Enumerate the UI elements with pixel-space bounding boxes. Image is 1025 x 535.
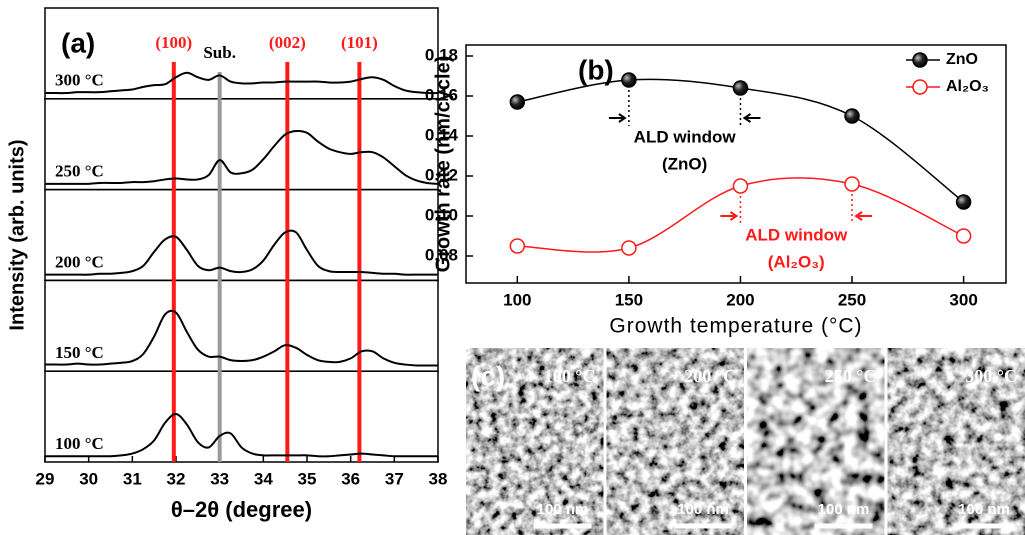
x-tick-label: 36	[341, 469, 360, 488]
data-point	[622, 241, 636, 255]
window-arrow	[856, 212, 872, 220]
legend-label: Al₂O₃	[946, 78, 989, 95]
panel-label: (a)	[61, 27, 95, 58]
window-label: (ZnO)	[662, 154, 707, 173]
xrd-trace	[45, 231, 438, 275]
sem-temperature: 250 °C	[825, 366, 877, 386]
data-point	[510, 239, 524, 253]
series-label: 100 °C	[55, 434, 104, 453]
x-tick-label: 300	[949, 290, 977, 309]
data-point	[510, 95, 524, 109]
series-label: 300 °C	[55, 71, 104, 90]
x-tick-label: 29	[36, 469, 55, 488]
x-tick-label: 30	[79, 469, 98, 488]
x-tick-label: 100	[503, 290, 531, 309]
figure: 29 30 31 32 33 34 35 36 37 38 (100) Sub. (002) (101) 3…	[0, 0, 1025, 535]
window-label: ALD window	[634, 127, 737, 146]
plot-frame	[466, 45, 1006, 283]
stack-frame	[45, 280, 438, 371]
xrd-trace	[45, 73, 438, 93]
window-label: ALD window	[745, 225, 848, 244]
x-tick-label: 200	[726, 290, 754, 309]
reference-label: Sub.	[203, 43, 236, 62]
scale-bar-label: 100 nm	[677, 501, 729, 518]
scale-bar-label: 100 nm	[818, 501, 870, 518]
data-point	[957, 229, 971, 243]
legend-marker	[913, 53, 927, 67]
x-axis-label: Growth temperature (°C)	[609, 315, 862, 338]
scale-bar-label: 100 nm	[537, 501, 589, 518]
data-point	[957, 195, 971, 209]
y-axis-label: Intensity (arb. units)	[6, 139, 28, 330]
stack-frame	[45, 99, 438, 190]
reference-label: (002)	[269, 33, 306, 52]
stack-frame	[45, 190, 438, 281]
x-tick-label: 33	[210, 469, 229, 488]
data-point	[622, 73, 636, 87]
scale-bar-label: 100 nm	[958, 501, 1010, 518]
series-label: 150 °C	[55, 343, 104, 362]
x-tick-label: 250	[838, 290, 866, 309]
window-arrow	[744, 114, 760, 122]
window-arrow	[609, 114, 625, 122]
data-point	[845, 109, 859, 123]
reference-label: (101)	[341, 33, 378, 52]
series-label: 250 °C	[55, 162, 104, 181]
x-tick-label: 35	[298, 469, 317, 488]
x-tick-label: 31	[123, 469, 142, 488]
xrd-trace	[45, 311, 438, 366]
data-point	[733, 81, 747, 95]
x-tick-label: 32	[167, 469, 186, 488]
panel-label: (b)	[578, 54, 614, 85]
data-point	[845, 177, 859, 191]
xrd-trace	[45, 131, 438, 184]
y-axis-label: Growth rate (nm/cycle)	[432, 56, 454, 273]
reference-label: (100)	[155, 33, 192, 52]
x-tick-label: 38	[429, 469, 448, 488]
panel-label: (c)	[471, 360, 505, 391]
x-axis-label: θ–2θ (degree)	[171, 497, 312, 522]
x-tick-label: 34	[254, 469, 273, 488]
x-tick-label: 150	[615, 290, 643, 309]
stack-frame	[45, 8, 438, 99]
sem-temperature: 100 °C	[544, 366, 596, 386]
sem-temperature: 200 °C	[684, 366, 736, 386]
series-label: 200 °C	[55, 252, 104, 271]
x-tick-label: 37	[385, 469, 404, 488]
window-label: (Al₂O₃)	[768, 252, 825, 271]
legend-label: ZnO	[946, 51, 978, 68]
xrd-trace	[45, 414, 438, 456]
legend-marker	[913, 80, 927, 94]
data-point	[733, 179, 747, 193]
window-arrow	[720, 212, 736, 220]
sem-temperature: 300 °C	[965, 366, 1017, 386]
